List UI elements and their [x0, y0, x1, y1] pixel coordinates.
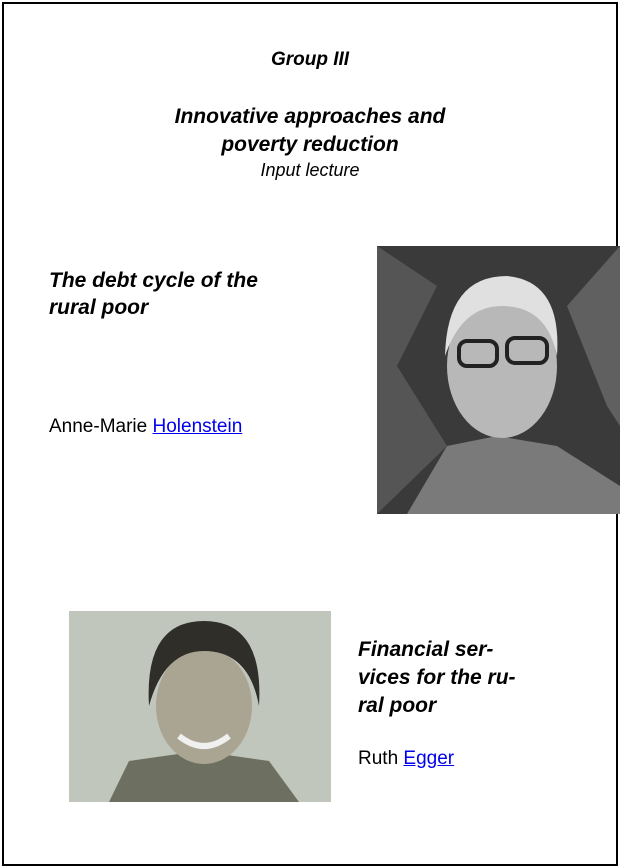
title-line: rural poor: [49, 294, 258, 321]
title-line: ral poor: [358, 692, 516, 720]
speaker-photo: [69, 611, 331, 802]
lecture-title: The debt cycle of the rural poor: [49, 267, 258, 321]
session-subtitle: Input lecture: [0, 160, 620, 181]
lecture-title: Financial ser- vices for the ru- ral poo…: [358, 636, 516, 720]
speaker: Ruth Egger: [358, 748, 454, 770]
title-line: Innovative approaches and: [0, 103, 620, 131]
speaker-first-name: Anne-Marie: [49, 416, 147, 437]
title-line: vices for the ru-: [358, 664, 516, 692]
speaker-link[interactable]: Holenstein: [153, 416, 243, 437]
session-title: Innovative approaches and poverty reduct…: [0, 103, 620, 159]
speaker-first-name: Ruth: [358, 748, 398, 769]
title-line: Financial ser-: [358, 636, 516, 664]
title-line: The debt cycle of the: [49, 267, 258, 294]
group-label: Group III: [0, 49, 620, 71]
speaker: Anne-Marie Holenstein: [49, 416, 242, 438]
title-line: poverty reduction: [0, 131, 620, 159]
speaker-link[interactable]: Egger: [403, 748, 454, 769]
page: Group III Innovative approaches and pove…: [0, 0, 620, 849]
speaker-photo: [377, 246, 620, 514]
